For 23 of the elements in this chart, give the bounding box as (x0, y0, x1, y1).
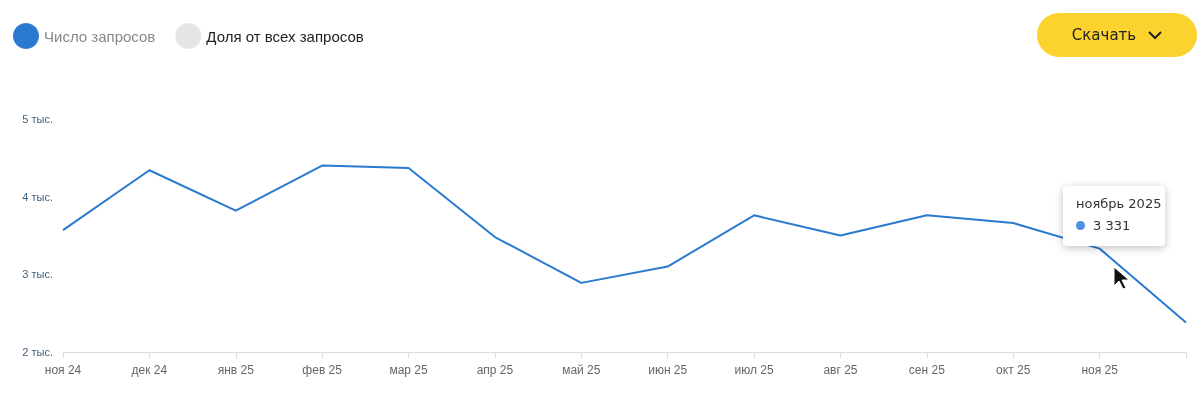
x-tick-label: ноя 24 (44, 363, 82, 377)
annotation: 3 331 (1093, 218, 1131, 233)
x-tick-label: дек 24 (131, 363, 168, 377)
x-tick-label: янв 25 (217, 363, 255, 377)
y-tick-label: 4 тыс. (22, 190, 53, 203)
x-tick-label: окт 25 (996, 363, 1031, 377)
annotation: ноябрь 2025 (1076, 196, 1162, 211)
x-tick-label: сен 25 (908, 363, 946, 377)
x-tick-label: ноя 25 (1081, 363, 1119, 377)
text: Скачать (1071, 26, 1137, 44)
x-tick-label: фев 25 (302, 363, 343, 377)
x-tick-label: авг 25 (823, 363, 858, 377)
y-tick-label: 5 тыс. (22, 113, 53, 125)
legend-label: Доля от всех запросов (206, 27, 364, 45)
x-tick-label: июл 25 (734, 363, 774, 377)
line-series (62, 164, 1187, 324)
x-tick-label: мар 25 (389, 363, 428, 377)
y-tick-label: 3 тыс. (22, 268, 53, 281)
legend-label: Число запросов (44, 27, 156, 45)
x-tick-label: июн 25 (648, 363, 688, 377)
x-tick-label: май 25 (562, 363, 601, 377)
y-tick-label: 2 тыс. (22, 346, 53, 358)
x-tick-label: апр 25 (476, 363, 514, 377)
